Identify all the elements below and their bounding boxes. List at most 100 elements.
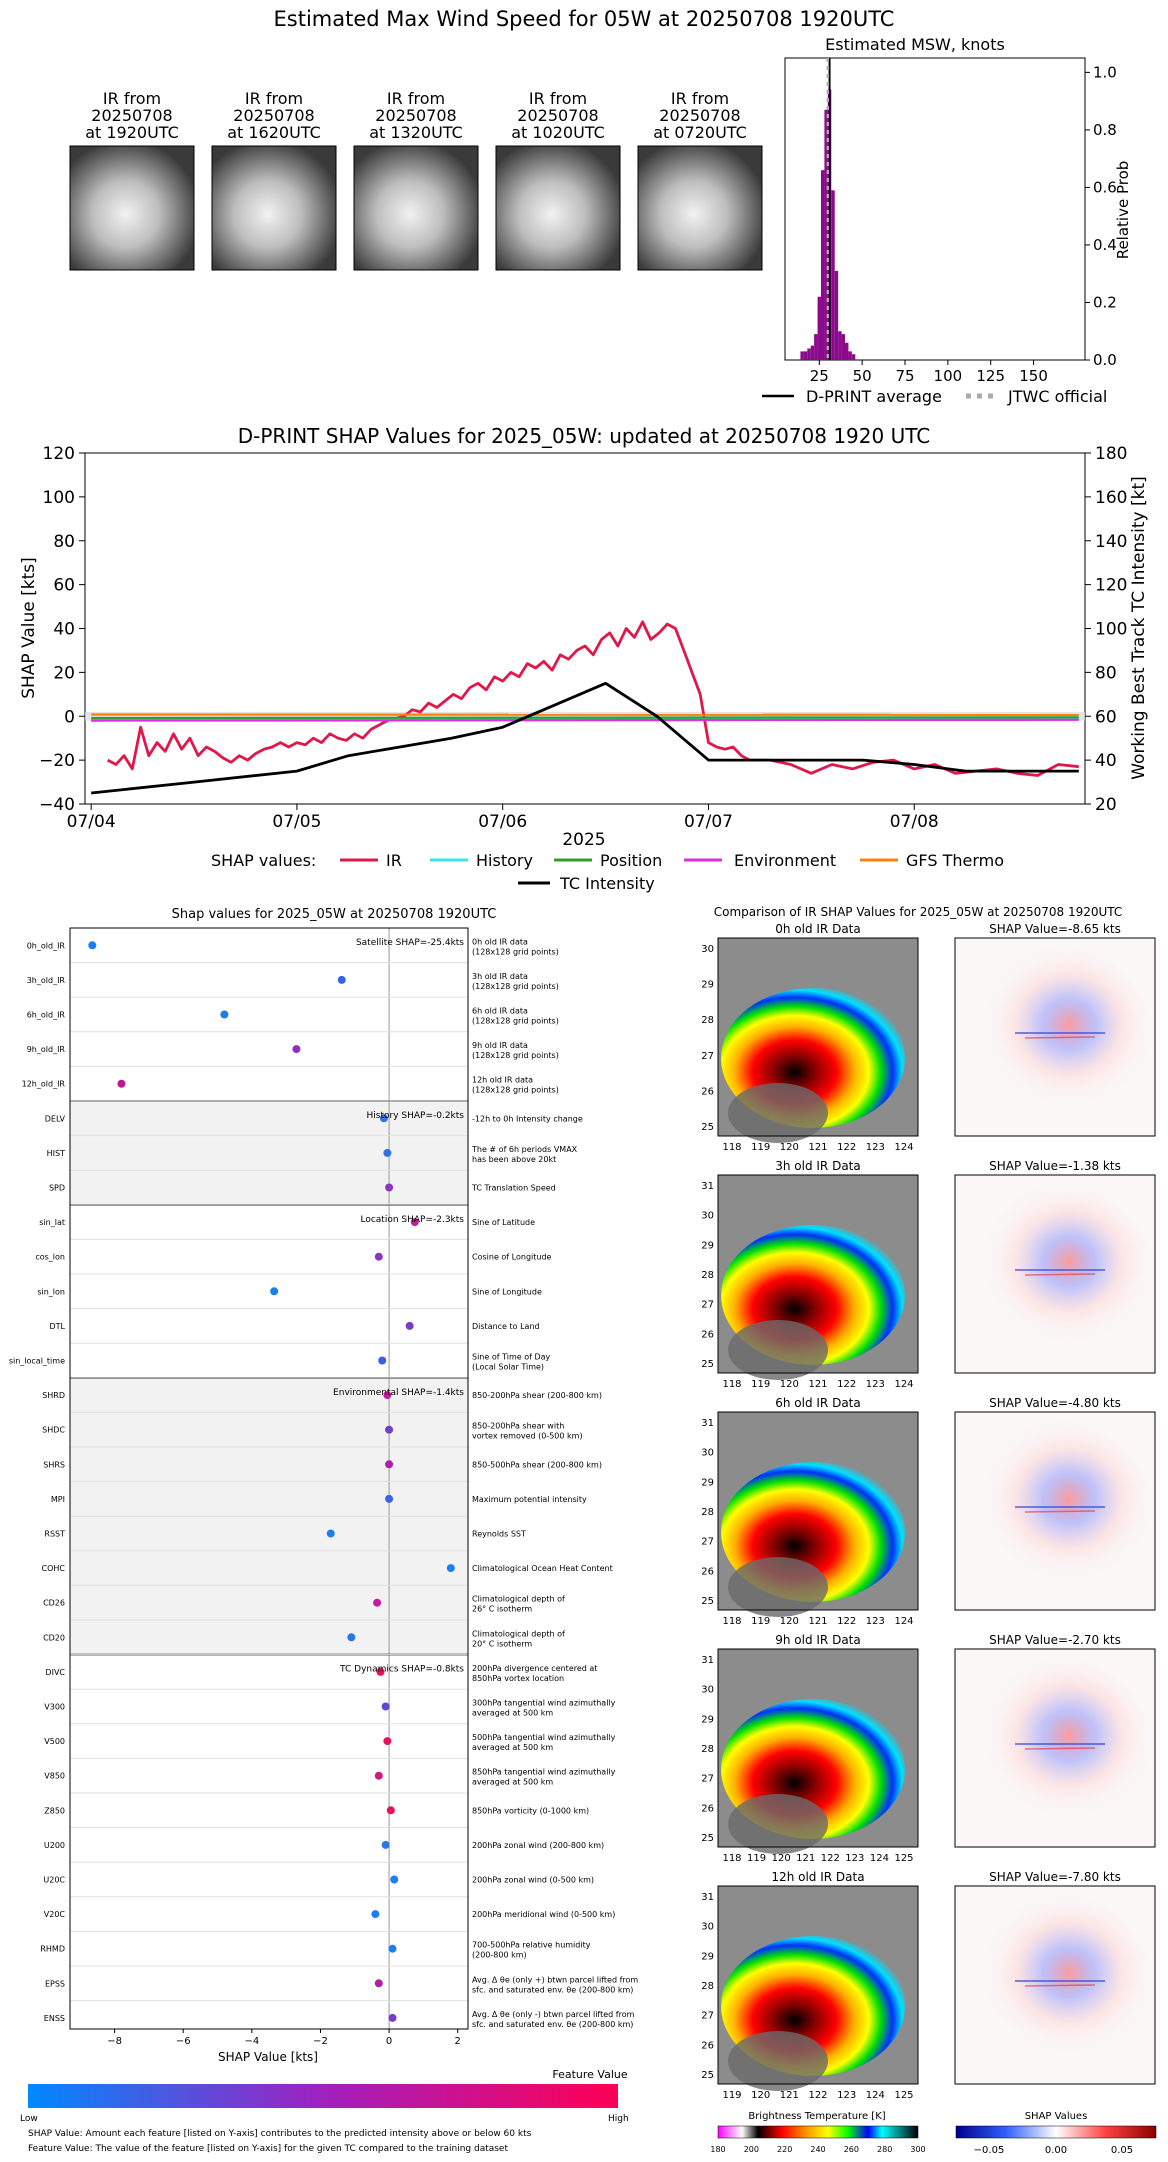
ir-x-tick-label: 118	[722, 1142, 741, 1153]
feature-point-ENSS	[389, 2014, 397, 2022]
shap-streak	[1025, 1511, 1095, 1512]
feature-point-3h_old_IR	[338, 976, 346, 984]
thumb-label-line3: at 1620UTC	[227, 123, 321, 142]
feature-point-SHRS	[385, 1460, 393, 1468]
feature-desc-line1: 0h old IR data	[472, 937, 528, 946]
ir-y-tick-label: 31	[701, 1418, 714, 1429]
feature-name-label: V500	[44, 1737, 65, 1746]
feature-shap-xlabel: SHAP Value [kts]	[218, 2050, 318, 2064]
time-series-y-right-tick-label: 20	[1095, 795, 1117, 815]
ir-x-tick-label: 119	[751, 1616, 770, 1627]
time-series-y-tick-label: 40	[53, 620, 75, 640]
ir-y-tick-label: 29	[701, 1714, 714, 1725]
ir-cold-core	[728, 2031, 828, 2091]
time-series-x-tick-label: 07/05	[272, 812, 321, 832]
feature-desc-line2: (128x128 grid points)	[472, 1086, 559, 1095]
feature-name-label: SHDC	[42, 1426, 65, 1435]
bt-tick-label: 240	[810, 2145, 825, 2154]
feature-desc-line2: 20° C isotherm	[472, 1639, 532, 1648]
feature-name-label: DELV	[45, 1114, 66, 1123]
ir-x-tick-label: 121	[808, 1616, 827, 1627]
time-series-y-right-tick-label: 120	[1095, 576, 1127, 596]
feature-name-label: ENSS	[44, 2014, 65, 2023]
ir-cold-core	[728, 1794, 828, 1854]
bt-tick-label: 200	[744, 2145, 759, 2154]
ir-panel-title: 0h old IR Data	[775, 922, 861, 936]
legend-gfs-label: GFS Thermo	[906, 851, 1004, 870]
footnote-feature: Feature Value: The value of the feature …	[28, 2144, 508, 2154]
feature-colorbar-high: High	[608, 2114, 629, 2124]
ir-x-tick-label: 125	[894, 1853, 913, 1864]
feature-point-12h_old_IR	[117, 1080, 125, 1088]
feature-desc-line1: 500hPa tangential wind azimuthally	[472, 1733, 616, 1742]
feature-desc-line1: 6h old IR data	[472, 1007, 528, 1016]
ir-thumbnail-5: IR from 20250708 at 0720UTC	[638, 89, 762, 270]
feature-desc-line2: has been above 20kt	[472, 1155, 556, 1164]
ir-x-tick-label: 121	[780, 2090, 799, 2101]
thumb-label-line3: at 1920UTC	[85, 123, 179, 142]
ir-x-tick-label: 118	[722, 1616, 741, 1627]
ir-panel-title: 9h old IR Data	[775, 1633, 861, 1647]
shap-panel-title: SHAP Value=-2.70 kts	[989, 1633, 1121, 1647]
ir-x-tick-label: 124	[866, 2090, 885, 2101]
time-series-ylabel-right: Working Best Track TC Intensity [kt]	[1129, 476, 1149, 780]
histogram-bar	[848, 351, 851, 360]
feature-point-V850	[375, 1772, 383, 1780]
time-series-y-tick-label: −40	[39, 795, 75, 815]
group-label: History SHAP=-0.2kts	[367, 1111, 465, 1121]
group-label: TC Dynamics SHAP=-0.8kts	[339, 1665, 464, 1675]
feature-point-U200	[382, 1841, 390, 1849]
ir-y-tick-label: 29	[701, 980, 714, 991]
feature-point-6h_old_IR	[220, 1011, 228, 1019]
feature-name-label: 3h_old_IR	[27, 976, 66, 985]
feature-point-SHDC	[385, 1426, 393, 1434]
feature-point-RSST	[327, 1530, 335, 1538]
feature-name-label: CD20	[43, 1633, 65, 1642]
ir-x-tick-label: 119	[751, 1142, 770, 1153]
feature-x-tick-label: 0	[386, 2036, 392, 2047]
feature-name-label: DIVC	[45, 1668, 65, 1677]
feature-name-label: U200	[44, 1841, 65, 1850]
ir-x-tick-label: 122	[837, 1142, 856, 1153]
feature-colorbar-title: Feature Value	[552, 2068, 628, 2081]
ir-y-tick-label: 30	[701, 1448, 714, 1459]
ir-y-tick-label: 27	[701, 1774, 714, 1785]
ir-x-tick-label: 125	[894, 2090, 913, 2101]
feature-desc-line2: averaged at 500 km	[472, 1778, 553, 1787]
time-series-y-tick-label: 0	[64, 707, 75, 727]
feature-name-label: MPI	[51, 1495, 65, 1504]
time-series-title: D-PRINT SHAP Values for 2025_05W: update…	[238, 424, 930, 448]
ir-x-tick-label: 120	[751, 2090, 770, 2101]
feature-desc-line2: averaged at 500 km	[472, 1743, 553, 1752]
feature-name-label: EPSS	[45, 1979, 65, 1988]
legend-position-label: Position	[600, 851, 662, 870]
feature-name-label: cos_lon	[35, 1253, 65, 1262]
ir-x-tick-label: 119	[722, 2090, 741, 2101]
histogram-x-tick-label: 25	[810, 367, 829, 385]
ir-thumbnail-1: IR from 20250708 at 1920UTC	[70, 89, 194, 270]
feature-desc-line1: The # of 6h periods VMAX	[471, 1145, 578, 1154]
histogram-bar	[842, 334, 845, 360]
feature-x-tick-label: −6	[176, 2036, 191, 2047]
ir-y-tick-label: 26	[701, 2040, 714, 2051]
thumb-label-line3: at 0720UTC	[653, 123, 747, 142]
legend-environment-label: Environment	[734, 851, 836, 870]
ir-x-tick-label: 120	[780, 1379, 799, 1390]
ir-y-tick-label: 29	[701, 1477, 714, 1488]
ir-y-tick-label: 30	[701, 1922, 714, 1933]
time-series-y-tick-label: −20	[39, 751, 75, 771]
ir-y-tick-label: 25	[701, 1359, 714, 1370]
histogram-bar	[800, 351, 803, 360]
feature-x-tick-label: −8	[107, 2036, 122, 2047]
feature-point-cos_lon	[375, 1253, 383, 1261]
ir-y-tick-label: 25	[701, 1122, 714, 1133]
feature-desc-line2: vortex removed (0-500 km)	[472, 1432, 583, 1441]
ir-thumbnail-image	[496, 146, 620, 270]
feature-colorbar-gradient	[28, 2084, 618, 2108]
ir-x-tick-label: 119	[751, 1379, 770, 1390]
footnote-shap: SHAP Value: Amount each feature [listed …	[28, 2129, 532, 2139]
bt-tick-label: 300	[910, 2145, 925, 2154]
